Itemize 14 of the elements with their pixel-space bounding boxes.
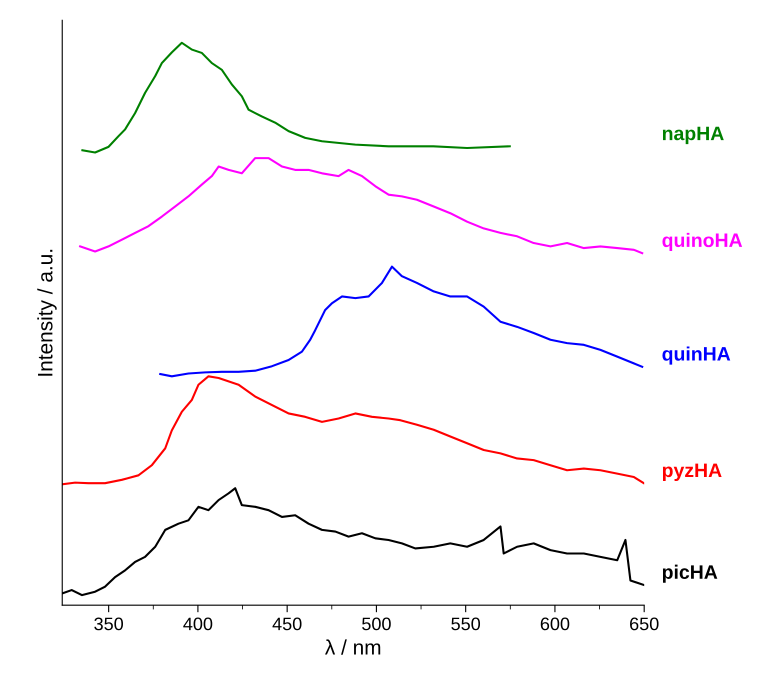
x-tick-label: 450 (272, 618, 302, 630)
x-tick-label: 650 (630, 618, 659, 630)
x-axis-title: λ / nm (324, 639, 380, 655)
x-tick-label: 550 (451, 618, 480, 630)
x-tick-label: 400 (183, 618, 212, 630)
y-axis-title: Intensity / a.u. (37, 250, 57, 376)
x-tick-label: 350 (94, 618, 124, 630)
series-label: pyzHA (662, 464, 722, 482)
series-label: quinoHA (662, 232, 742, 251)
x-tick-label: 600 (540, 618, 570, 630)
x-tick-label: 500 (362, 618, 391, 630)
text: napHA (662, 126, 724, 144)
series-label: picHA (662, 564, 718, 583)
series-label: quinHA (662, 346, 730, 365)
